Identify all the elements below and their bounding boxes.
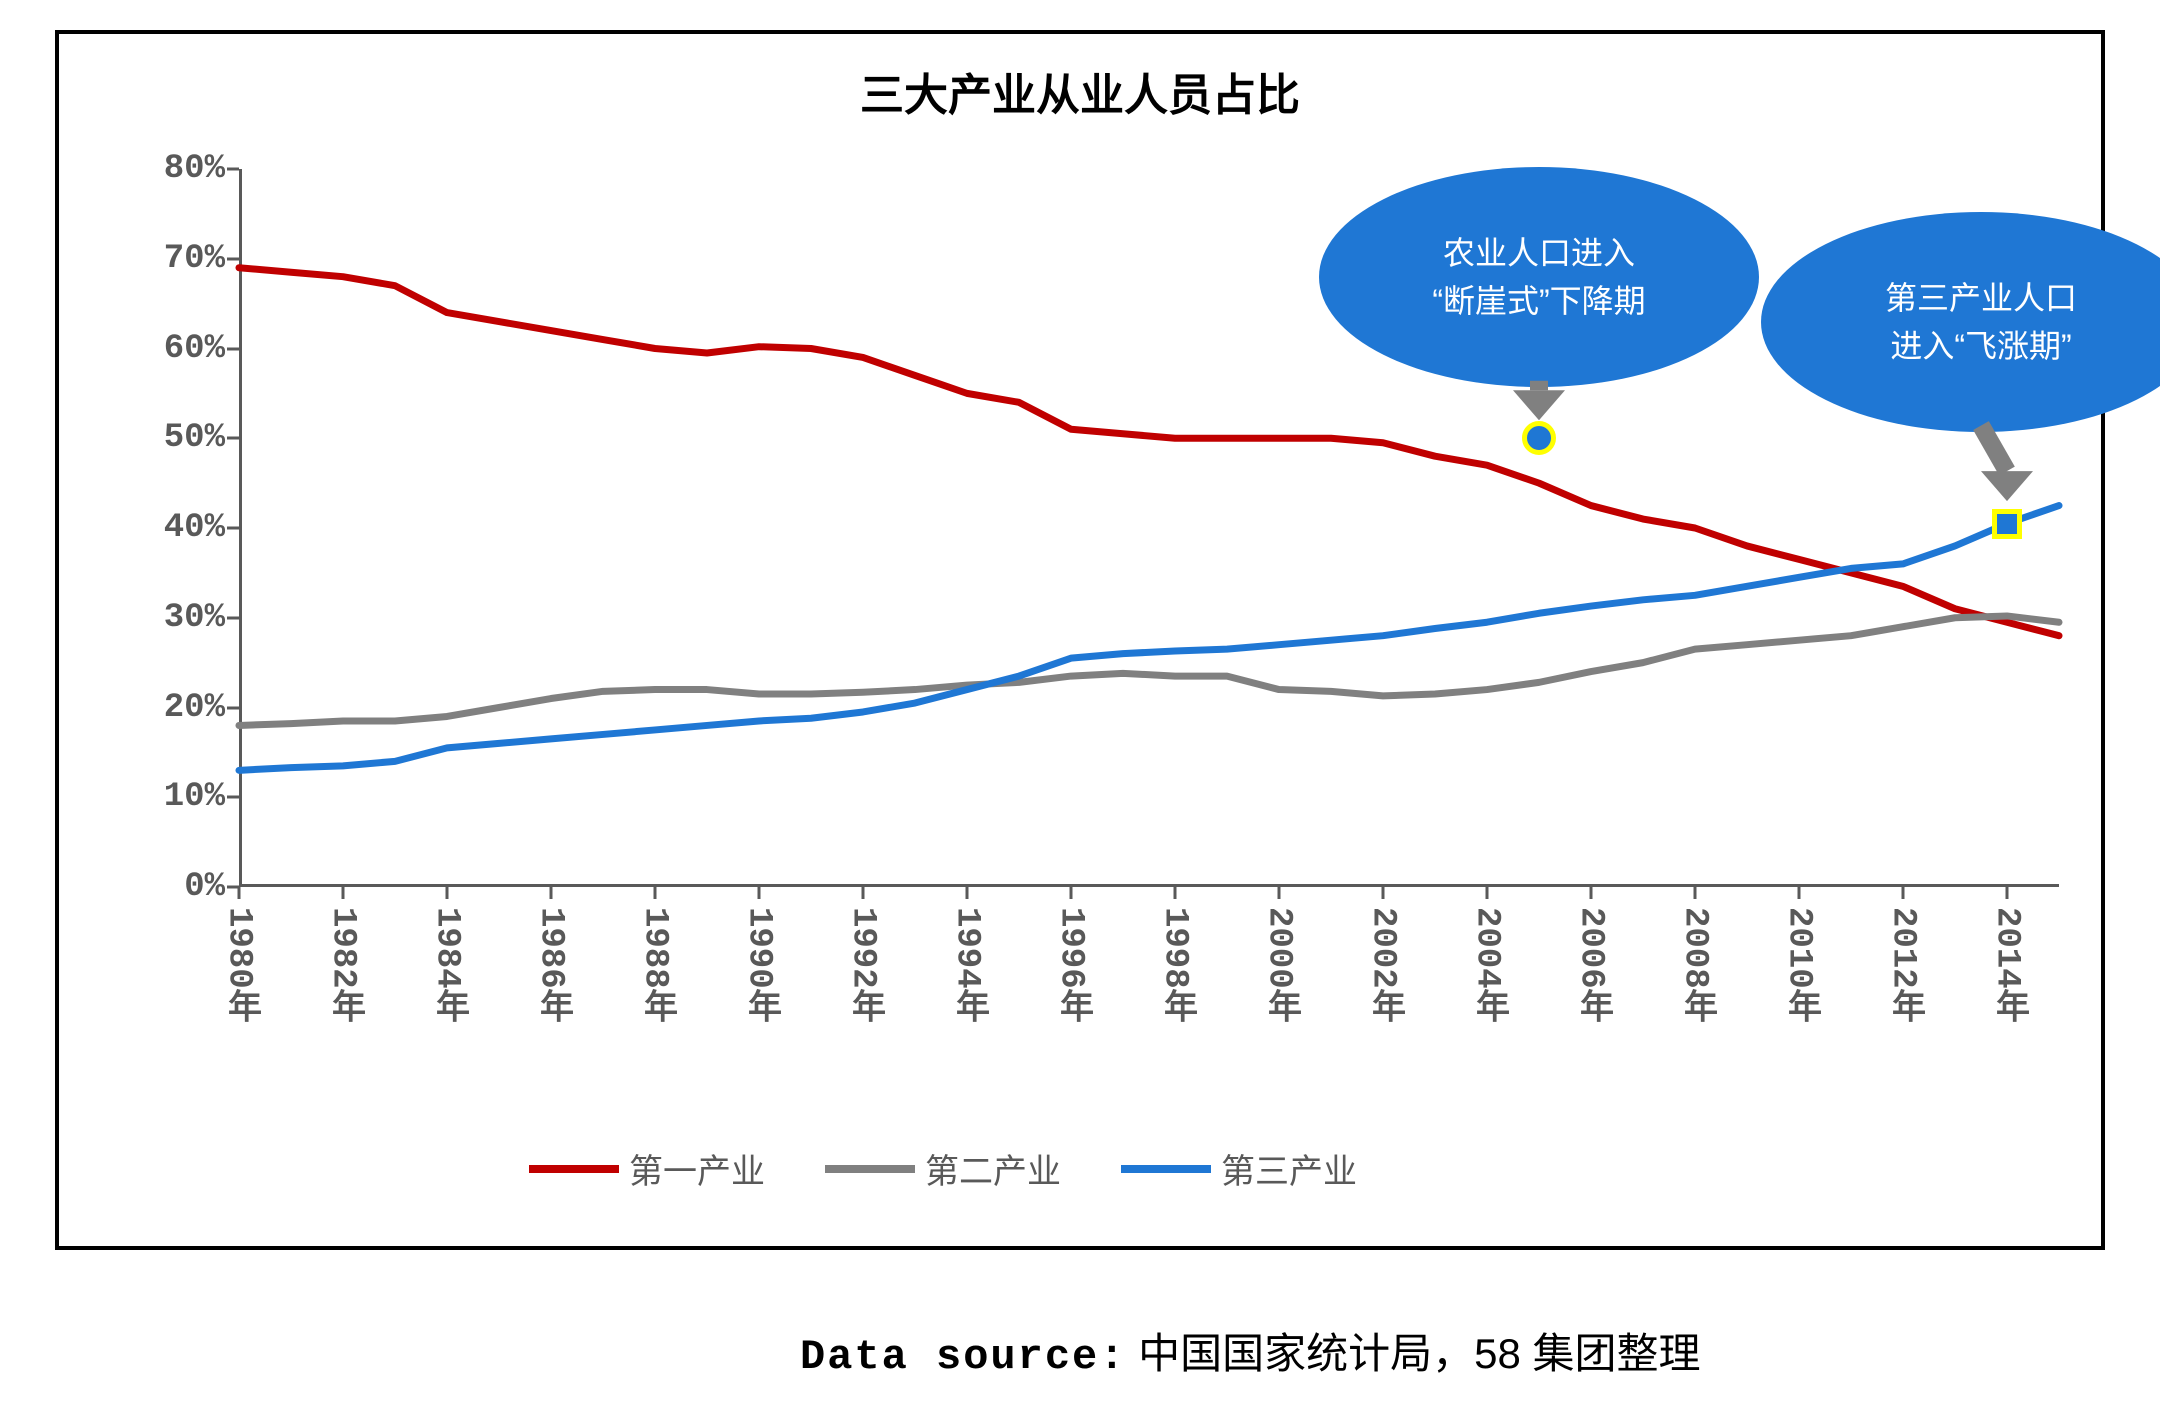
y-tick-mark	[227, 257, 239, 260]
y-tick-mark	[227, 706, 239, 709]
y-tick-mark	[227, 437, 239, 440]
x-tick-mark	[1382, 887, 1385, 899]
marker-square-icon	[1992, 509, 2022, 539]
y-tick-mark	[227, 616, 239, 619]
x-tick-mark	[862, 887, 865, 899]
x-tick-label: 2014年	[1983, 887, 2032, 1023]
x-tick-mark	[654, 887, 657, 899]
x-tick-label: 2006年	[1567, 887, 1616, 1023]
x-tick-mark	[966, 887, 969, 899]
legend-item: 第二产业	[825, 1144, 1061, 1193]
data-source-caption: Data source: 中国国家统计局，58 集团整理	[800, 1320, 1701, 1381]
x-tick-mark	[550, 887, 553, 899]
x-tick-mark	[1590, 887, 1593, 899]
annotation-arrow	[239, 169, 2059, 887]
chart-title: 三大产业从业人员占比	[59, 59, 2101, 123]
legend-label: 第一产业	[629, 1144, 765, 1193]
x-tick-mark	[2006, 887, 2009, 899]
x-tick-label: 2000年	[1255, 887, 1304, 1023]
x-tick-label: 1992年	[839, 887, 888, 1023]
x-tick-mark	[1486, 887, 1489, 899]
legend-item: 第三产业	[1121, 1144, 1357, 1193]
legend: 第一产业 第二产业 第三产业	[529, 1144, 1357, 1193]
legend-swatch	[1121, 1165, 1211, 1173]
plot-area: 0%10%20%30%40%50%60%70%80%1980年1982年1984…	[239, 169, 2059, 887]
x-tick-mark	[1278, 887, 1281, 899]
x-tick-mark	[1902, 887, 1905, 899]
data-source-prefix: Data source:	[800, 1333, 1126, 1381]
x-tick-label: 1996年	[1047, 887, 1096, 1023]
x-tick-label: 2012年	[1879, 887, 1928, 1023]
x-tick-label: 2004年	[1463, 887, 1512, 1023]
x-tick-mark	[342, 887, 345, 899]
chart-frame: 三大产业从业人员占比 0%10%20%30%40%50%60%70%80%198…	[55, 30, 2105, 1250]
x-tick-label: 1990年	[735, 887, 784, 1023]
x-tick-label: 1982年	[319, 887, 368, 1023]
legend-label: 第三产业	[1221, 1144, 1357, 1193]
x-tick-label: 1980年	[215, 887, 264, 1023]
x-tick-mark	[1174, 887, 1177, 899]
legend-swatch	[825, 1165, 915, 1173]
data-source-text: 中国国家统计局，58 集团整理	[1126, 1330, 1700, 1377]
y-tick-mark	[227, 347, 239, 350]
x-tick-label: 1986年	[527, 887, 576, 1023]
y-tick-mark	[227, 527, 239, 530]
x-tick-label: 1998年	[1151, 887, 1200, 1023]
x-tick-label: 1984年	[423, 887, 472, 1023]
x-tick-label: 2010年	[1775, 887, 1824, 1023]
x-tick-mark	[1694, 887, 1697, 899]
x-tick-label: 1994年	[943, 887, 992, 1023]
legend-label: 第二产业	[925, 1144, 1061, 1193]
x-tick-mark	[446, 887, 449, 899]
page-root: 三大产业从业人员占比 0%10%20%30%40%50%60%70%80%198…	[0, 0, 2160, 1416]
legend-swatch	[529, 1165, 619, 1173]
y-tick-mark	[227, 168, 239, 171]
x-tick-mark	[1798, 887, 1801, 899]
x-tick-label: 1988年	[631, 887, 680, 1023]
x-tick-label: 2008年	[1671, 887, 1720, 1023]
x-tick-label: 2002年	[1359, 887, 1408, 1023]
x-tick-mark	[758, 887, 761, 899]
y-tick-mark	[227, 796, 239, 799]
x-tick-mark	[238, 887, 241, 899]
x-tick-mark	[1070, 887, 1073, 899]
legend-item: 第一产业	[529, 1144, 765, 1193]
